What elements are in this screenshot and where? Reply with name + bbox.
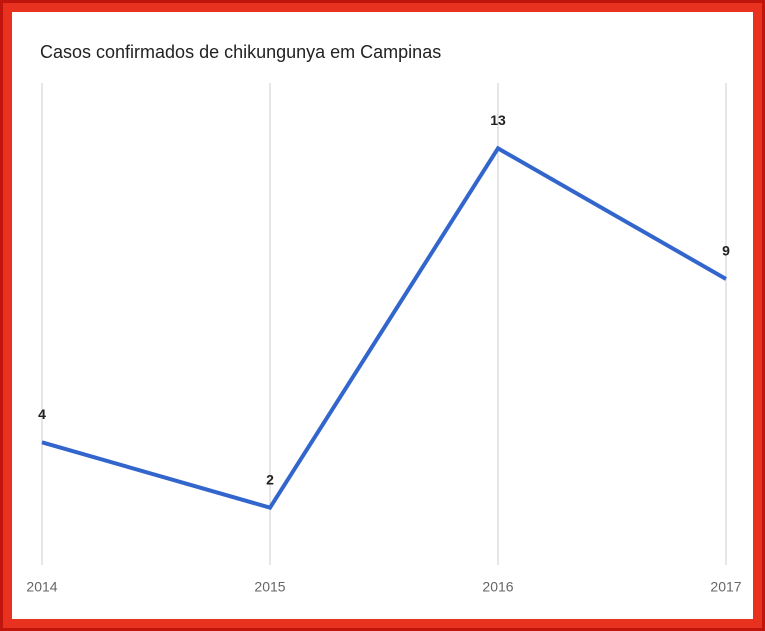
line: [41, 145, 727, 511]
chart-title: Casos confirmados de chikungunya em Camp…: [40, 42, 441, 62]
data-label: 4: [38, 406, 46, 422]
x-tick-label: 2014: [26, 579, 57, 595]
data-label: 13: [490, 112, 506, 128]
chart-area: [12, 12, 753, 619]
x-tick-label: 2017: [710, 579, 741, 595]
x-tick-label: 2016: [482, 579, 513, 595]
x-tick-label: 2015: [254, 579, 285, 595]
data-label: 2: [266, 471, 274, 487]
data-label: 9: [722, 243, 730, 259]
